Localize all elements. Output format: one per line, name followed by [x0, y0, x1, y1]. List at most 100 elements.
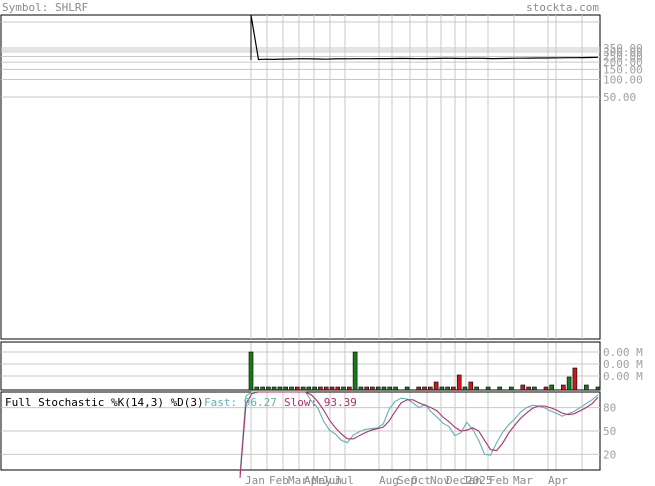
volume-bar	[468, 381, 474, 391]
volume-bar	[358, 386, 364, 391]
stochastic-panel: 80 50 20 Full Stochastic %K(14,3) %D(3) Fa…	[0, 391, 616, 478]
slow-value-label: Slow: 93.39	[284, 396, 357, 409]
volume-panel-frame	[0, 341, 601, 391]
x-tick-label: Jan	[462, 474, 482, 486]
time-grid	[250, 15, 583, 470]
volume-bar	[260, 386, 265, 391]
volume-bar	[462, 386, 468, 391]
volume-bar	[312, 386, 317, 391]
volume-bar	[427, 386, 433, 391]
price-tick-label: 100.00	[603, 74, 643, 87]
volume-bar	[323, 386, 329, 391]
volume-bar	[439, 386, 445, 391]
volume-bar	[422, 386, 427, 391]
x-tick-label: Apr	[304, 474, 324, 486]
volume-bar	[508, 386, 514, 391]
volume-bar	[520, 384, 526, 391]
volume-bar	[352, 351, 358, 391]
volume-bar	[375, 386, 381, 391]
x-tick-label: Jul	[334, 474, 354, 486]
price-tick-label: 200.00	[603, 56, 643, 69]
price-panel-frame	[0, 14, 601, 340]
price-grid	[1, 21, 600, 98]
volume-bar	[254, 386, 260, 391]
volume-bar	[341, 386, 346, 391]
fast-value-label: Fast: 96.27	[204, 396, 277, 409]
price-tick-label: 50.00	[603, 91, 636, 104]
stochastic-tick-label: 50	[603, 425, 616, 438]
price-line	[250, 14, 599, 61]
x-tick-label: Dec	[446, 474, 466, 486]
volume-bar	[572, 367, 578, 391]
stochastic-tick-label: 20	[603, 448, 616, 461]
volume-bar	[584, 384, 589, 391]
volume-bar	[370, 386, 375, 391]
volume-bar	[474, 386, 479, 391]
volume-bar	[526, 386, 531, 391]
volume-bar	[289, 386, 294, 391]
x-tick-label: 2025	[466, 474, 493, 486]
stochastic-tick-label: 80	[603, 402, 616, 415]
volume-bar	[346, 386, 352, 391]
volume-bar	[433, 381, 439, 391]
volume-grid	[1, 351, 600, 377]
volume-bar	[381, 386, 387, 391]
x-tick-label: Mar	[513, 474, 533, 486]
volume-bar	[532, 386, 537, 391]
x-tick-label: Jun	[322, 474, 342, 486]
volume-bars	[248, 351, 601, 391]
x-tick-label: Mar	[288, 474, 308, 486]
volume-tick-label: 0.00 M	[603, 370, 643, 383]
volume-bar	[451, 386, 456, 391]
volume-bar	[497, 386, 503, 391]
volume-bar	[277, 386, 283, 391]
volume-tick-label: 0.00 M	[603, 358, 643, 371]
stochastic-title: Full Stochastic %K(14,3) %D(3)	[5, 396, 204, 409]
volume-bar	[387, 386, 393, 391]
x-tick-label: Oct	[411, 474, 431, 486]
x-tick-label: Nov	[430, 474, 450, 486]
stochastic-axis: 80 50 20	[603, 402, 616, 462]
x-tick-label: Aug	[379, 474, 399, 486]
volume-bar	[364, 386, 370, 391]
volume-bar	[248, 351, 254, 391]
volume-axis: 0.00 M0.00 M0.00 M	[603, 346, 643, 383]
volume-bar	[300, 386, 306, 391]
volume-tick-label: 0.00 M	[603, 346, 643, 359]
volume-bar	[306, 386, 312, 391]
x-tick-label: Feb	[269, 474, 289, 486]
volume-bar	[271, 386, 277, 391]
volume-panel: 0.00 M0.00 M0.00 M	[0, 341, 643, 391]
price-tick-label: 250.00	[603, 50, 643, 63]
volume-bar	[318, 386, 323, 391]
volume-bar	[329, 386, 335, 391]
volume-bar	[566, 376, 572, 391]
volume-bar	[543, 386, 549, 391]
volume-bar	[456, 374, 462, 391]
price-tick-label: 300.00	[603, 46, 643, 59]
volume-bar	[485, 386, 491, 391]
volume-bar	[266, 386, 271, 391]
volume-bar	[560, 384, 566, 391]
volume-bar	[393, 386, 398, 391]
volume-bar	[416, 386, 422, 391]
volume-bar	[549, 384, 555, 391]
x-tick-label: Apr	[548, 474, 568, 486]
volume-bar	[445, 386, 450, 391]
stochastic-grid	[1, 407, 600, 455]
volume-bar	[404, 386, 410, 391]
volume-bar	[595, 386, 601, 391]
x-tick-label: Jan	[245, 474, 265, 486]
volume-bar	[283, 386, 289, 391]
x-tick-label: Sep	[397, 474, 417, 486]
site-label: stockta.com	[526, 1, 599, 14]
x-tick-label: Feb	[489, 474, 509, 486]
slow-line	[239, 391, 599, 478]
price-tick-label: 350.00	[603, 42, 643, 55]
price-tick-label: 150.00	[603, 63, 643, 76]
